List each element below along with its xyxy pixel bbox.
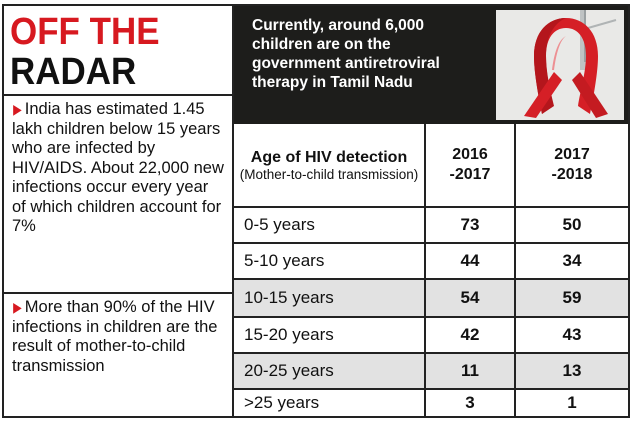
value-2017-2018-cell: 59 — [514, 280, 628, 316]
value-2016-2017-cell: 44 — [424, 244, 514, 278]
fact-1: ▶ India has estimated 1.45 lakh children … — [4, 98, 232, 294]
fact-2-text: More than 90% of the HIV infections in c… — [12, 298, 218, 375]
value-2017-2018-cell: 43 — [514, 318, 628, 352]
value-2016-2017-cell: 73 — [424, 208, 514, 242]
arrow-icon: ▶ — [13, 299, 22, 315]
table-header-row: Age of HIV detection (Mother-to-child tr… — [234, 124, 628, 206]
value-2016-2017-cell: 3 — [424, 390, 514, 416]
value-2016-2017-cell: 42 — [424, 318, 514, 352]
title-line-2: RADAR — [10, 51, 137, 93]
column-header-2016-line1: 2016 — [452, 146, 488, 163]
title-line-1: OFF THE — [10, 11, 160, 53]
value-2017-2018-cell: 1 — [514, 390, 628, 416]
value-2016-2017-cell: 11 — [424, 354, 514, 388]
column-header-2016-line2: -2017 — [449, 166, 491, 183]
value-2017-2018-cell: 13 — [514, 354, 628, 388]
column-header-age-main: Age of HIV detection — [250, 148, 408, 166]
title-block: OFF THE RADAR — [4, 6, 232, 96]
left-column: OFF THE RADAR ▶ India has estimated 1.45 … — [4, 6, 234, 416]
column-header-age: Age of HIV detection (Mother-to-child tr… — [234, 124, 424, 206]
age-cell: 10-15 years — [234, 280, 424, 316]
value-2017-2018-cell: 34 — [514, 244, 628, 278]
table-row: 15-20 years 42 43 — [234, 316, 628, 352]
age-cell: >25 years — [244, 393, 320, 412]
age-cell: 5-10 years — [244, 251, 325, 270]
hiv-detection-table: Age of HIV detection (Mother-to-child tr… — [234, 124, 628, 416]
column-header-age-sub: (Mother-to-child transmission) — [239, 166, 419, 182]
age-cell: 0-5 years — [244, 215, 315, 234]
arrow-icon: ▶ — [13, 101, 22, 117]
table-row: >25 years 3 1 — [234, 388, 628, 416]
header-text: Currently, around 6,000 children are on … — [252, 17, 440, 91]
column-header-2017-line1: 2017 — [554, 146, 590, 163]
fact-1-text: India has estimated 1.45 lakh children b… — [12, 100, 224, 235]
infographic: OFF THE RADAR ▶ India has estimated 1.45 … — [2, 4, 630, 418]
header-banner: Currently, around 6,000 children are on … — [234, 6, 628, 124]
column-header-2017-line2: -2018 — [551, 166, 593, 183]
fact-2: ▶ More than 90% of the HIV infections in … — [4, 296, 232, 414]
age-cell: 15-20 years — [244, 325, 334, 344]
table-row: 0-5 years 73 50 — [234, 206, 628, 242]
table-row: 5-10 years 44 34 — [234, 242, 628, 278]
column-header-2016-2017: 2016 -2017 — [424, 124, 514, 206]
red-ribbon-icon — [496, 10, 624, 120]
age-cell: 20-25 years — [234, 354, 424, 388]
column-header-2017-2018: 2017 -2018 — [514, 124, 628, 206]
value-2016-2017-cell: 54 — [424, 280, 514, 316]
value-2017-2018-cell: 50 — [514, 208, 628, 242]
table-row: 10-15 years 54 59 — [234, 278, 628, 316]
table-row: 20-25 years 11 13 — [234, 352, 628, 388]
